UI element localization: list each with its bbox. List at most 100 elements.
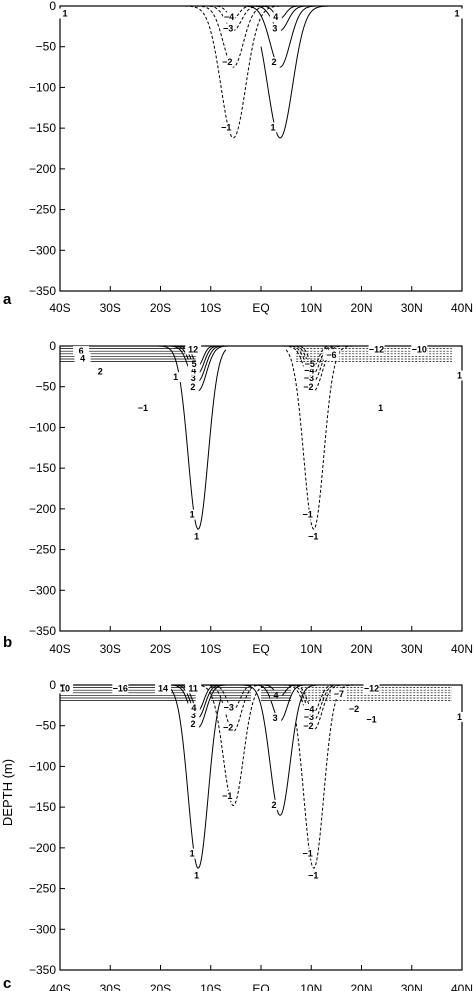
contour-negative — [70, 6, 292, 139]
contour-label-bg — [305, 870, 322, 881]
contour-label-bg — [57, 683, 74, 694]
contour-label: −1 — [303, 510, 313, 520]
contour-label: 4 — [191, 703, 196, 713]
contour-label: −3 — [304, 712, 314, 722]
contour-label: 1 — [63, 9, 68, 19]
y-tick-label: −300 — [29, 243, 56, 257]
contour-label-bg — [303, 365, 316, 376]
x-tick-label: 30S — [100, 642, 121, 656]
contour-label: −1 — [308, 871, 318, 881]
y-tick-label: −100 — [29, 759, 56, 773]
x-tick-label: 10N — [300, 982, 322, 991]
contour-label-bg — [187, 709, 200, 720]
plot-frame — [59, 345, 463, 632]
contour-label: −1 — [222, 791, 232, 801]
x-tick-label: 40S — [49, 982, 70, 991]
x-tick-label: 30N — [401, 642, 423, 656]
contour-label: −4 — [304, 705, 314, 715]
contour-label-bg — [269, 712, 282, 723]
contour-label-bg — [92, 366, 109, 377]
y-tick-label: −100 — [29, 80, 56, 94]
contour-label-bg — [57, 8, 74, 19]
contour-label-bg — [221, 57, 234, 68]
panel-label: c — [3, 975, 11, 991]
contour-label: −2 — [349, 704, 359, 714]
y-tick-label: −100 — [29, 420, 56, 434]
y-tick-label: −300 — [29, 583, 56, 597]
contour-label-bg — [411, 344, 428, 355]
contour-label: 11 — [188, 683, 198, 693]
contour-label-bg — [222, 23, 235, 34]
x-tick-label: 20S — [150, 301, 171, 315]
x-tick-label: EQ — [252, 982, 269, 991]
contour-label-bg — [220, 122, 233, 133]
contour-label: 1 — [190, 849, 195, 859]
contour-label: −3 — [224, 702, 234, 712]
x-tick-label: 20S — [150, 982, 171, 991]
contour-label: 3 — [273, 713, 278, 723]
x-tick-label: 20N — [350, 982, 372, 991]
contour-label: 1 — [454, 9, 459, 19]
contour-label-bg — [368, 344, 385, 355]
x-tick-label: 40S — [49, 642, 70, 656]
contour-label-bg — [269, 12, 282, 23]
panel-label: b — [3, 634, 12, 651]
x-tick-label: 10S — [200, 982, 221, 991]
contour-label-bg — [323, 350, 340, 361]
contour-negative — [283, 346, 344, 392]
contour-label: −1 — [221, 122, 231, 132]
contour-label: 14 — [158, 683, 168, 693]
contour-label-bg — [345, 703, 362, 714]
contour-label: 1 — [457, 712, 462, 722]
contour-label: −2 — [222, 57, 232, 67]
contour-label-bg — [188, 358, 201, 369]
y-tick-label: −200 — [29, 162, 56, 176]
contour-label-bg — [301, 509, 314, 520]
contour-label: 1 — [270, 122, 275, 132]
contour-label-bg — [187, 373, 200, 384]
contour-label: −12 — [369, 344, 384, 354]
contour-label: 10 — [60, 683, 70, 693]
x-tick-label: 10S — [200, 642, 221, 656]
surface-contour-band — [60, 348, 452, 362]
contour-label-bg — [186, 848, 199, 859]
contour-label-bg — [451, 711, 468, 722]
contour-label-bg — [268, 799, 281, 810]
contour-label-bg — [186, 718, 199, 729]
y-tick-label: −50 — [36, 380, 57, 394]
contour-label-bg — [268, 23, 281, 34]
y-tick-label: −200 — [29, 502, 56, 516]
contour-label: 3 — [191, 710, 196, 720]
contour-negative — [196, 685, 270, 807]
contour-label-bg — [302, 373, 315, 384]
contour-label: −4 — [224, 12, 234, 22]
contour-positive — [243, 685, 317, 816]
contour-label-bg — [187, 703, 200, 714]
contour-label: 4 — [191, 366, 196, 376]
y-tick-label: 0 — [49, 339, 56, 353]
contour-label: 2 — [272, 800, 277, 810]
contour-lines: −1 −2 −3−4 1 2 34 — [70, 6, 452, 139]
contour-label: 1 — [194, 871, 199, 881]
contour-label: 1 — [173, 372, 178, 382]
x-tick-label: 30S — [100, 982, 121, 991]
contour-label-bg — [302, 712, 315, 723]
contour-label: 1 — [457, 371, 462, 381]
contour-negative — [285, 346, 462, 530]
contour-label: −4 — [304, 366, 314, 376]
contour-label: 2 — [98, 366, 103, 376]
contour-label-bg — [303, 358, 316, 369]
contour-label-bg — [73, 346, 90, 357]
contour-label-bg — [186, 509, 199, 520]
contour-label: 4 — [273, 12, 278, 22]
contour-label: 2 — [190, 382, 195, 392]
contour-label: −3 — [304, 373, 314, 383]
x-tick-label: 10N — [300, 301, 322, 315]
y-tick-label: −300 — [29, 922, 56, 936]
y-tick-label: −350 — [29, 963, 56, 977]
y-tick-label: 0 — [49, 678, 56, 692]
contour-label: 1 — [194, 532, 199, 542]
